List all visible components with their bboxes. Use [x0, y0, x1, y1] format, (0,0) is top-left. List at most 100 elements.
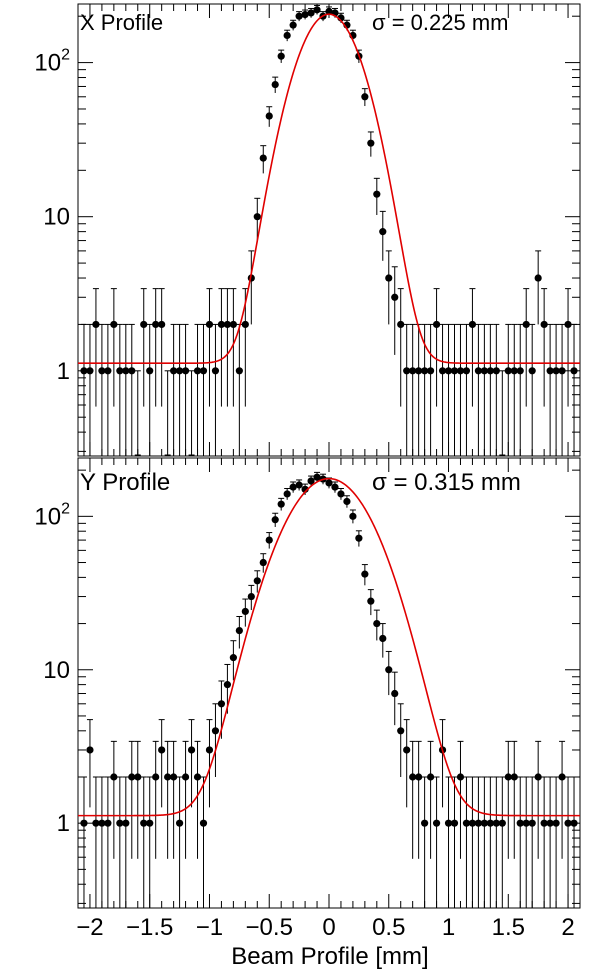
- y-tick-label: 10: [43, 657, 70, 684]
- data-point: [456, 773, 465, 781]
- data-point: [313, 473, 321, 481]
- data-point: [480, 819, 488, 827]
- y-axis: 1 10 102: [34, 15, 580, 452]
- y-tick-label: 102: [34, 500, 70, 530]
- data-point: [283, 490, 291, 498]
- x-profile-panel: 1 10 102 X Profile σ = 0.225 mm: [34, 3, 581, 457]
- x-tick-label: −0.5: [246, 914, 293, 941]
- data-point: [152, 773, 160, 781]
- data-point: [205, 320, 214, 329]
- data-point: [277, 52, 285, 60]
- panel-title: X Profile: [80, 10, 163, 35]
- data-point: [325, 7, 333, 15]
- data-point: [504, 773, 512, 781]
- data-point: [522, 819, 530, 827]
- data-point: [158, 320, 166, 329]
- data-point: [193, 367, 202, 375]
- x-tick-label: 0.5: [372, 914, 405, 941]
- sigma-annotation: σ = 0.225 mm: [372, 10, 508, 35]
- data-point: [259, 558, 267, 567]
- data-point: [456, 367, 465, 375]
- data-point: [421, 819, 429, 827]
- data-point: [301, 10, 309, 19]
- data-point: [361, 93, 369, 101]
- data-point: [516, 819, 524, 827]
- data-point: [462, 819, 471, 827]
- y-tick-label: 102: [34, 47, 70, 77]
- data-point: [128, 367, 136, 375]
- data-point: [289, 483, 297, 491]
- data-point: [289, 21, 297, 29]
- data-point: [205, 746, 214, 754]
- data-point: [283, 31, 291, 40]
- data-point: [552, 367, 560, 375]
- data-point: [265, 536, 273, 544]
- data-point: [540, 320, 548, 329]
- data-point: [367, 139, 375, 147]
- data-point: [421, 367, 429, 375]
- data-point: [152, 320, 160, 329]
- data-point: [558, 367, 566, 375]
- x-axis-title: Beam Profile [mm]: [231, 943, 428, 970]
- data-point: [403, 367, 411, 375]
- data-point: [415, 367, 423, 375]
- data-series: [80, 471, 578, 908]
- data-point: [510, 367, 518, 375]
- data-point: [504, 367, 512, 375]
- data-point: [379, 228, 387, 236]
- data-point: [110, 320, 118, 329]
- data-point: [468, 320, 477, 329]
- data-point: [98, 367, 106, 375]
- data-point: [403, 746, 411, 754]
- x-tick-label: 1: [442, 914, 455, 941]
- data-point: [426, 367, 435, 375]
- data-point: [253, 213, 261, 221]
- data-point: [558, 773, 566, 781]
- data-point: [385, 274, 393, 282]
- data-point: [193, 773, 202, 781]
- data-point: [415, 773, 423, 781]
- data-point: [570, 367, 578, 375]
- data-point: [175, 367, 184, 375]
- data-point: [247, 592, 255, 601]
- data-point: [355, 534, 363, 542]
- data-point: [170, 773, 178, 781]
- data-point: [444, 819, 453, 827]
- data-point: [86, 367, 94, 375]
- data-point: [426, 773, 435, 781]
- data-point: [534, 773, 542, 781]
- data-point: [564, 819, 572, 827]
- data-point: [313, 6, 321, 14]
- data-point: [181, 367, 190, 375]
- data-point: [516, 367, 524, 375]
- sigma-annotation: σ = 0.315 mm: [372, 469, 521, 496]
- y-tick-label: 1: [57, 810, 70, 837]
- data-point: [331, 483, 339, 491]
- data-point: [409, 773, 417, 781]
- plot-frame: [77, 457, 581, 909]
- data-point: [158, 746, 166, 754]
- data-point: [432, 320, 441, 329]
- data-point: [199, 819, 208, 827]
- data-point: [229, 654, 237, 662]
- data-point: [462, 367, 471, 375]
- data-point: [277, 500, 285, 508]
- data-point: [104, 819, 112, 827]
- data-point: [271, 80, 279, 89]
- y-tick-label: 10: [43, 204, 70, 231]
- data-point: [86, 746, 94, 754]
- data-point: [134, 773, 142, 781]
- data-point: [92, 819, 100, 827]
- data-point: [492, 819, 500, 827]
- data-point: [181, 773, 190, 781]
- data-point: [223, 320, 232, 329]
- data-point: [361, 570, 369, 578]
- data-point: [474, 367, 483, 375]
- data-point: [199, 367, 208, 375]
- data-point: [552, 819, 560, 827]
- data-point: [379, 634, 387, 643]
- data-point: [211, 367, 220, 375]
- data-point: [367, 597, 375, 605]
- y-axis: 1 10 102: [34, 469, 580, 904]
- data-point: [217, 700, 226, 708]
